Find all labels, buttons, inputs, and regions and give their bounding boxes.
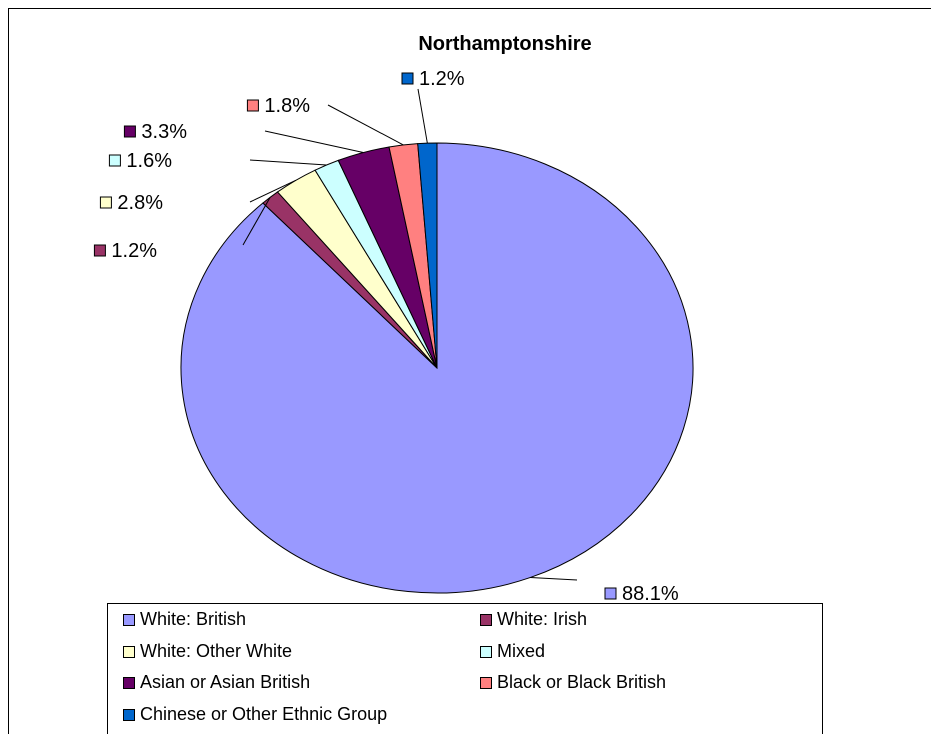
legend-label: White: Other White bbox=[140, 641, 293, 661]
legend-swatch bbox=[123, 676, 135, 689]
legend-label: White: British bbox=[140, 609, 247, 629]
leader-line bbox=[417, 88, 428, 144]
leader-line bbox=[242, 197, 271, 246]
legend-swatch bbox=[480, 613, 492, 626]
legend-swatch bbox=[123, 645, 135, 658]
legend-swatch bbox=[123, 613, 135, 626]
data-label-swatch bbox=[108, 154, 121, 167]
legend: White: British White: Irish White: Other W… bbox=[107, 603, 823, 734]
data-label-text: 2.8% bbox=[117, 192, 163, 214]
data-label-swatch bbox=[99, 196, 112, 209]
data-label-text: 3.3% bbox=[141, 121, 187, 143]
legend-label: White: Irish bbox=[497, 609, 588, 629]
data-label: 1.8% bbox=[246, 95, 310, 117]
leader-line bbox=[264, 130, 364, 154]
legend-item: White: British bbox=[123, 609, 246, 630]
data-label-text: 1.8% bbox=[264, 95, 310, 117]
chart-frame bbox=[8, 8, 931, 734]
leader-line bbox=[530, 576, 578, 581]
leader-line bbox=[327, 104, 404, 146]
legend-item: Mixed bbox=[480, 641, 545, 662]
legend-item: Asian or Asian British bbox=[123, 672, 310, 693]
data-label: 2.8% bbox=[99, 192, 163, 214]
legend-swatch bbox=[123, 708, 135, 721]
data-label-swatch bbox=[604, 587, 617, 600]
legend-label: Chinese or Other Ethnic Group bbox=[140, 704, 388, 724]
data-label: 88.1% bbox=[604, 583, 679, 605]
legend-item: White: Irish bbox=[480, 609, 587, 630]
leader-line bbox=[249, 179, 296, 203]
legend-swatch bbox=[480, 645, 492, 658]
data-label-swatch bbox=[401, 72, 414, 85]
legend-label: Mixed bbox=[497, 641, 546, 661]
data-label-swatch bbox=[93, 244, 106, 257]
data-label-swatch bbox=[123, 125, 136, 138]
leader-lines bbox=[242, 88, 578, 581]
data-label-swatch bbox=[246, 99, 259, 112]
data-label: 1.2% bbox=[93, 240, 157, 262]
data-labels: 88.1% 1.2% 2.8% 1.6% 3.3% 1.8% 1.2% bbox=[93, 68, 679, 605]
pie-slices bbox=[180, 142, 694, 594]
data-label-text: 1.6% bbox=[126, 150, 172, 172]
data-label: 1.2% bbox=[401, 68, 465, 90]
data-label: 1.6% bbox=[108, 150, 172, 172]
data-label-text: 88.1% bbox=[622, 583, 679, 605]
leader-line bbox=[249, 159, 327, 166]
legend-item: Black or Black British bbox=[480, 672, 666, 693]
data-label: 3.3% bbox=[123, 121, 187, 143]
chart-title: Northamptonshire bbox=[418, 33, 591, 55]
legend-label: Black or Black British bbox=[497, 672, 667, 692]
legend-item: Chinese or Other Ethnic Group bbox=[123, 704, 387, 725]
legend-item: White: Other White bbox=[123, 641, 292, 662]
data-label-text: 1.2% bbox=[111, 240, 157, 262]
data-label-text: 1.2% bbox=[419, 68, 465, 90]
legend-swatch bbox=[480, 676, 492, 689]
legend-label: Asian or Asian British bbox=[140, 672, 311, 692]
